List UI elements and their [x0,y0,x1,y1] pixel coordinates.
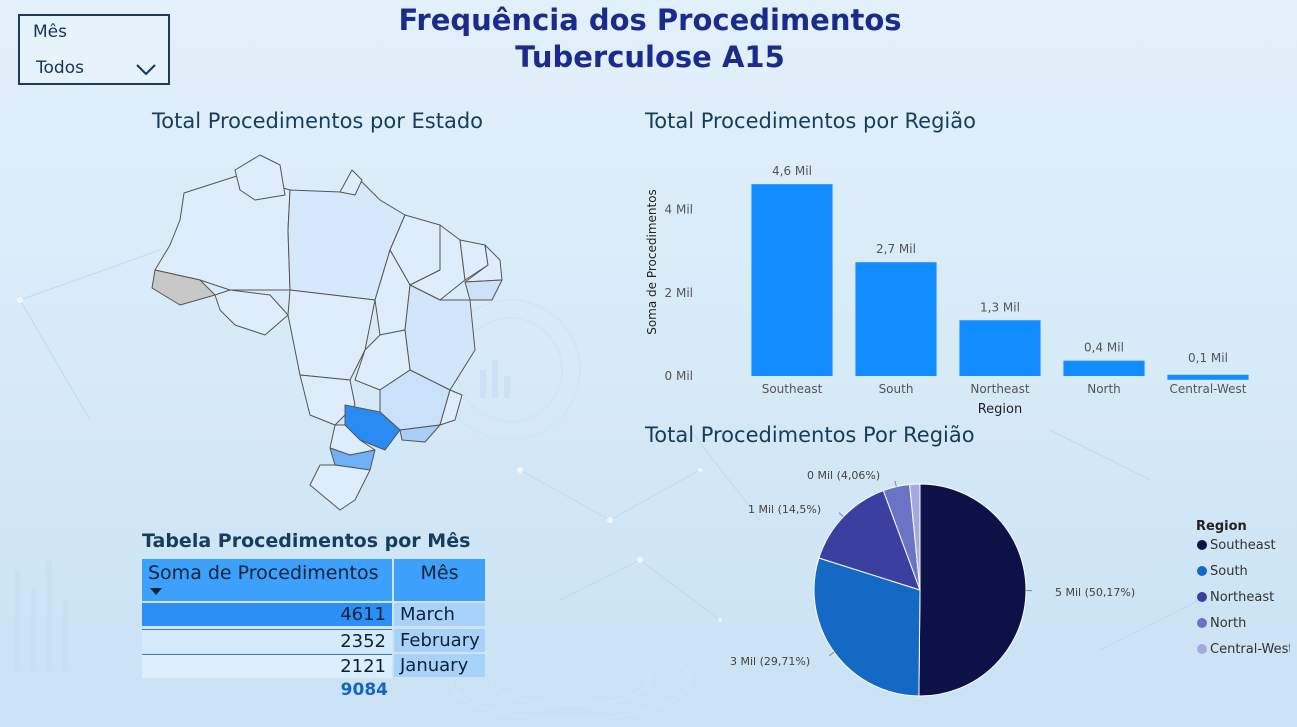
legend-label-south[interactable]: South [1210,564,1248,579]
legend-label-north[interactable]: North [1210,616,1246,631]
table-header-values-label: Soma de Procedimentos [148,562,379,584]
sort-desc-icon[interactable] [150,588,162,596]
table-title: Tabela Procedimentos por Mês [142,530,471,552]
pie-leader-line [838,512,844,518]
bar-category-label: Southeast [762,382,823,396]
bar-central-west[interactable] [1167,374,1249,380]
page-title: Frequência dos Procedimentos Tuberculose… [330,2,970,76]
map-state-espirito-santo [439,389,463,426]
table-row-1-value: 4611 [142,603,392,626]
legend-label-southeast[interactable]: Southeast [1210,538,1276,553]
bar-category-label: North [1087,382,1121,396]
bar-data-label: 4,6 Mil [772,164,812,178]
bar-data-label: 1,3 Mil [980,300,1020,314]
pie-data-label: 3 Mil (29,71%) [730,655,810,668]
legend-marker-south [1197,566,1207,576]
table-header-values[interactable]: Soma de Procedimentos [142,559,392,601]
map-state-acre [151,269,216,306]
table-row-3-value: 2121 [142,654,392,678]
bar-chart-ylabel: Soma de Procedimentos [645,189,659,335]
bar-data-label: 0,4 Mil [1084,341,1124,355]
table-header-month[interactable]: Mês [394,559,485,601]
bar-north[interactable] [1063,360,1145,376]
pie-data-label: 0 Mil (4,06%) [807,469,880,482]
bar-data-label: 0,1 Mil [1188,351,1228,365]
pie-slice-northeast[interactable] [818,489,921,591]
brazil-map[interactable] [140,150,520,520]
legend-marker-north [1197,618,1207,628]
bar-chart-xlabel: Region [978,402,1023,417]
pie-data-label: 5 Mil (50,17%) [1055,586,1135,599]
bar-category-label: South [879,382,914,396]
table-row-1-month: March [394,603,485,626]
bar-category-label: Northeast [970,382,1030,396]
pie-chart-title: Total Procedimentos Por Região [645,423,975,447]
bar-southeast[interactable] [751,184,833,376]
pie-slice-central-west[interactable] [909,483,921,591]
pie-data-label: 1 Mil (14,5%) [748,503,821,516]
legend-marker-northeast [1197,592,1207,602]
table-row-2-value: 2352 [142,629,392,653]
legend-label-northeast[interactable]: Northeast [1210,590,1274,605]
table-row-3-month: January [394,654,485,677]
bar-data-label: 2,7 Mil [876,242,916,256]
slicer-value[interactable]: Todos [36,58,84,78]
bar-chart[interactable]: Soma de Procedimentos Region 0 Mil 2 Mil 4… [640,140,1280,425]
legend-marker-southeast [1197,540,1207,550]
legend-label-central-west[interactable]: Central-West [1210,642,1290,657]
bar-northeast[interactable] [959,320,1041,376]
pie-leader-line [828,651,835,657]
chevron-down-icon[interactable] [135,58,157,80]
map-state-rondonia [214,289,289,336]
table-row-2-month: February [394,629,485,652]
bar-category-label: Central-West [1169,382,1246,396]
pie-legend-title: Region [1196,519,1247,534]
month-slicer[interactable]: Mês Todos [18,14,170,85]
pie-chart[interactable]: 5 Mil (50,17%) 3 Mil (29,71%) 1 Mil (14,5%… [690,455,1290,715]
page-title-line1: Frequência dos Procedimentos [398,3,902,37]
legend-marker-central-west [1197,644,1207,654]
table-total: 9084 [340,680,388,700]
map-state-rio-grande-do-sul [309,464,371,511]
slicer-label: Mês [33,22,67,42]
map-title: Total Procedimentos por Estado [152,109,484,133]
bar-south[interactable] [855,262,937,376]
bar-ytick-label: 4 Mil [665,203,693,217]
pie-leader-line [894,480,897,487]
pie-slice-southeast[interactable] [918,483,1027,697]
map-state-roraima [234,154,286,201]
bar-ytick-label: 0 Mil [665,369,693,383]
page-title-line2: Tuberculose A15 [515,40,785,74]
bar-ytick-label: 2 Mil [665,286,693,300]
bar-chart-title: Total Procedimentos por Região [645,109,976,133]
map-state-santa-catarina [329,447,376,471]
map-state-rio-de-janeiro [399,424,441,443]
table-header-month-label: Mês [420,562,459,584]
map-state-amapa [339,169,363,196]
map-state-alagoas-sergipe [464,279,503,301]
